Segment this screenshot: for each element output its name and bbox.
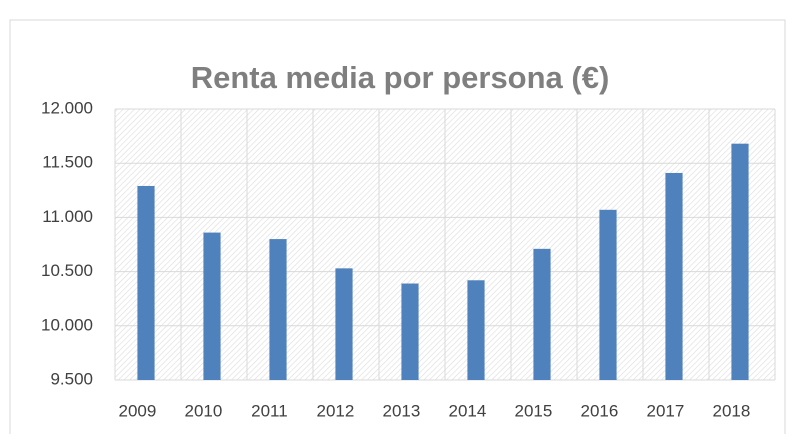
x-tick-label: 2018 [713, 401, 751, 420]
chart-title: Renta media por persona (€) [191, 60, 610, 95]
bar [203, 232, 221, 380]
bar [599, 209, 617, 380]
x-tick-label: 2017 [647, 401, 685, 420]
bar [401, 283, 419, 380]
x-tick-label: 2016 [581, 401, 619, 420]
bar [533, 248, 551, 380]
y-tick-label: 9.500 [50, 369, 93, 388]
y-tick-label: 10.000 [41, 315, 93, 334]
y-tick-label: 11.500 [42, 153, 93, 172]
bar [137, 185, 155, 380]
y-tick-label: 10.500 [41, 261, 93, 280]
x-tick-label: 2012 [317, 401, 355, 420]
bar [467, 280, 485, 380]
x-tick-label: 2014 [449, 401, 487, 420]
bar [269, 239, 287, 380]
x-tick-label: 2009 [119, 401, 157, 420]
x-tick-label: 2011 [251, 401, 288, 420]
bar [731, 143, 749, 380]
x-tick-label: 2010 [185, 401, 223, 420]
y-tick-label: 11.000 [42, 207, 93, 226]
x-tick-label: 2013 [383, 401, 421, 420]
bar [665, 172, 683, 380]
x-tick-label: 2015 [515, 401, 553, 420]
bar [335, 268, 353, 380]
y-tick-label: 12.000 [41, 98, 93, 117]
